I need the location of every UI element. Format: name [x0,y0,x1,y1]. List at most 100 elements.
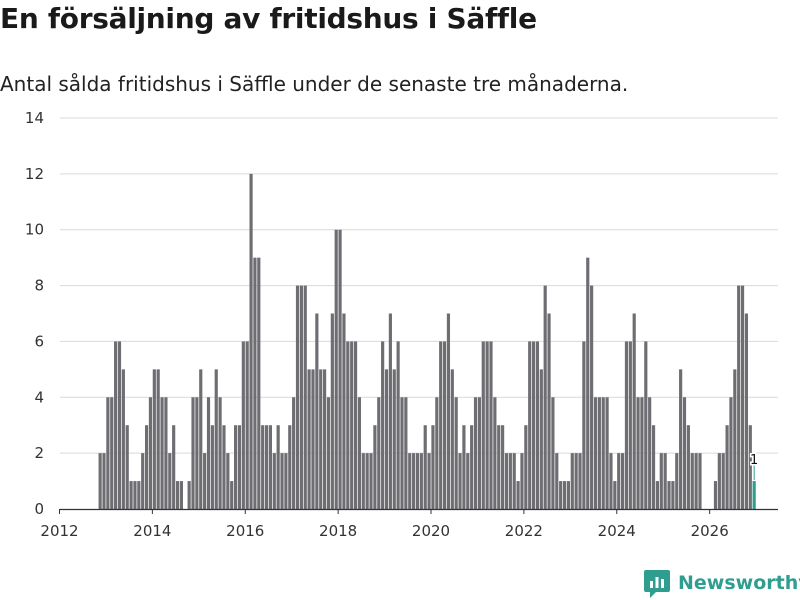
bar [377,397,381,509]
bar [338,229,342,509]
bar [435,397,439,509]
bar [458,453,462,509]
bar [245,341,249,509]
bar [137,481,141,509]
bar [744,313,749,509]
bar [284,453,288,509]
bar [597,397,601,509]
bar [679,369,683,509]
bar [539,369,543,509]
y-tick-label: 10 [25,221,44,239]
y-tick-label: 14 [25,109,44,127]
bar [555,453,559,509]
bar [636,397,640,509]
bar [299,285,303,509]
bar [721,453,725,509]
bar [392,369,396,509]
bar [489,341,493,509]
bar [288,425,292,509]
bar [133,481,137,509]
bar [504,453,509,509]
bar [566,481,570,509]
bar [516,481,520,509]
bar [748,425,752,509]
gridlines [60,117,778,454]
bar [621,453,625,509]
bar [110,397,114,509]
x-tick-label: 2014 [133,522,171,540]
bar [195,397,199,509]
bar [543,285,547,509]
bar [559,481,563,509]
x-tick-label: 2026 [691,522,729,540]
bar [524,425,528,509]
bar [663,453,667,509]
bar [369,453,373,509]
bar [373,425,377,509]
bar [129,481,133,509]
bar [172,425,176,509]
bar [686,425,690,509]
newsworthy-logo[interactable]: Newsworthy [644,568,800,598]
bar [121,369,125,509]
bar [102,453,106,509]
bar [272,453,276,509]
bar [400,397,404,509]
bar [450,369,454,509]
bar [570,453,574,509]
bar [226,453,230,509]
bar [114,341,118,509]
bars [98,173,756,509]
bar [307,369,311,509]
bar [257,257,261,509]
bar [501,425,505,509]
bar [234,425,238,509]
bar [508,453,512,509]
bar [323,369,327,509]
x-axis-labels: 2012 2014 2016 2018 2020 2022 2024 2026 [40,522,728,540]
bar [261,425,265,509]
bar [175,481,180,509]
bar [249,173,253,509]
bar [562,481,567,509]
bar [357,397,362,509]
bar [578,453,582,509]
bar [675,453,679,509]
x-tick-label: 2012 [40,522,78,540]
bar [497,425,501,509]
bar [381,341,385,509]
bar [613,481,617,509]
bar [624,341,629,509]
bar [531,341,536,509]
bar [442,341,447,509]
bar [713,481,718,509]
bar [690,453,694,509]
bar [740,285,745,509]
bar [334,229,338,509]
bar-latest [752,481,756,509]
bar [218,397,222,509]
bar [717,453,721,509]
bar [593,397,598,509]
bar [582,341,586,509]
bar [601,397,605,509]
bar [551,397,555,509]
bar [156,369,160,509]
bar [315,313,319,509]
bar [106,397,110,509]
bar [574,453,578,509]
bar-chart: 0 2 4 6 8 10 12 14 2012 2014 2016 2018 2020 2022 2024… [25,109,778,540]
bar [187,481,191,509]
bar [431,425,435,509]
bar [311,369,315,509]
brand-name: Newsworthy [678,572,800,594]
x-tick-label: 2022 [505,522,543,540]
bar [191,397,195,509]
bar [466,453,470,509]
bar [268,425,272,509]
bar [330,313,334,509]
bar [125,425,129,509]
annotations: 1 [749,452,760,481]
bar [644,341,648,509]
x-tick-label: 2024 [598,522,636,540]
